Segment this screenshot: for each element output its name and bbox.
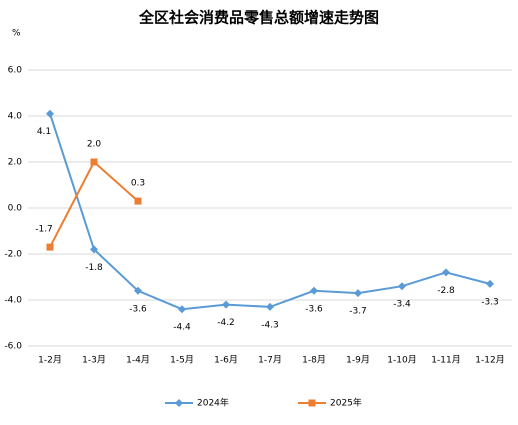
x-tick-label: 1-6月 [214, 355, 238, 366]
marker [310, 286, 318, 295]
data-label: -4.3 [261, 320, 279, 330]
x-tick-label: 1-7月 [258, 355, 282, 366]
data-label: -3.6 [129, 304, 147, 314]
x-tick-label: 1-10月 [387, 355, 416, 366]
series-line [49, 113, 491, 311]
marker [398, 282, 406, 291]
marker [46, 243, 54, 251]
x-tick-label: 1-3月 [82, 355, 106, 366]
marker [308, 399, 316, 407]
data-label: 0.3 [131, 179, 145, 189]
series-line [49, 160, 139, 248]
marker [90, 245, 98, 254]
data-label: 4.1 [37, 127, 51, 137]
y-tick-label: -4.0 [4, 296, 22, 306]
marker [442, 268, 450, 277]
data-label: -2.8 [437, 286, 455, 296]
legend-label: 2024年 [197, 397, 229, 409]
y-tick-label: 4.0 [8, 112, 23, 122]
legend-label: 2025年 [330, 397, 362, 409]
data-label: -3.3 [481, 297, 499, 307]
y-tick-label: -6.0 [4, 342, 22, 352]
y-axis-label: % [12, 29, 21, 39]
y-tick-label: 6.0 [8, 66, 23, 76]
data-label: -1.8 [85, 263, 103, 273]
marker [175, 399, 183, 407]
y-tick-label: 0.0 [8, 204, 23, 214]
marker [354, 289, 362, 298]
x-tick-label: 1-8月 [302, 355, 326, 366]
y-tick-label: -2.0 [4, 250, 22, 260]
x-tick-label: 1-4月 [126, 355, 150, 366]
data-label: 2.0 [87, 140, 102, 150]
x-tick-label: 1-2月 [38, 355, 62, 366]
marker [222, 300, 230, 309]
x-tick-label: 1-12月 [475, 355, 504, 366]
data-label: -4.2 [217, 318, 235, 328]
y-tick-label: 2.0 [8, 158, 23, 168]
marker [46, 109, 54, 118]
data-label: -3.4 [393, 300, 411, 310]
x-tick-label: 1-11月 [431, 355, 460, 366]
x-tick-label: 1-9月 [346, 355, 370, 366]
x-tick-label: 1-5月 [170, 355, 194, 366]
marker [178, 305, 186, 314]
marker [134, 197, 142, 205]
marker [134, 286, 142, 295]
marker [90, 158, 98, 166]
marker [486, 279, 494, 288]
data-label: -1.7 [35, 225, 53, 235]
data-label: -3.6 [305, 304, 323, 314]
marker [266, 302, 274, 311]
data-label: -3.7 [349, 307, 367, 317]
chart-title: 全区社会消费品零售总额增速走势图 [138, 9, 379, 27]
data-label: -4.4 [173, 323, 191, 333]
